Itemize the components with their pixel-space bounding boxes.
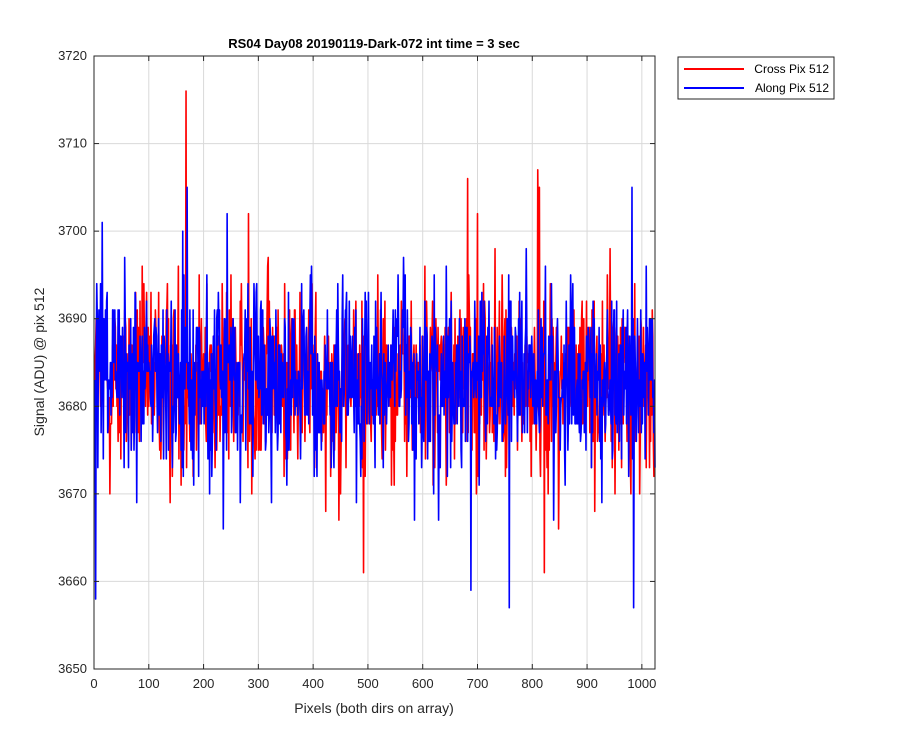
y-tick-label: 3680 xyxy=(58,398,87,413)
y-tick-label: 3720 xyxy=(58,48,87,63)
x-tick-label: 400 xyxy=(302,676,324,691)
series-line-along xyxy=(93,186,656,609)
y-axis-label: Signal (ADU) @ pix 512 xyxy=(31,287,47,436)
plot-area: 0 100 200 300 400 500 600 700 800 900 1000 3650 366… xyxy=(58,48,656,691)
y-tick-label: 3670 xyxy=(58,486,87,501)
chart-title: RS04 Day08 20190119-Dark-072 int time = … xyxy=(228,36,520,51)
x-tick-label: 600 xyxy=(412,676,434,691)
x-tick-label: 700 xyxy=(467,676,489,691)
x-tick-label: 900 xyxy=(576,676,598,691)
x-tick-label: 1000 xyxy=(627,676,656,691)
x-tick-label: 200 xyxy=(193,676,215,691)
y-tick-label: 3690 xyxy=(58,311,87,326)
y-tick-label: 3660 xyxy=(58,573,87,588)
legend-entry-cross: Cross Pix 512 xyxy=(754,62,829,76)
x-tick-label: 800 xyxy=(521,676,543,691)
legend-entry-along: Along Pix 512 xyxy=(755,81,829,95)
x-tick-label: 500 xyxy=(357,676,379,691)
plot-frame xyxy=(93,55,656,670)
series-layer xyxy=(93,90,656,609)
legend-box xyxy=(677,56,835,100)
x-axis-label: Pixels (both dirs on array) xyxy=(294,700,454,716)
x-axis: 0 100 200 300 400 500 600 700 800 900 1000 xyxy=(90,56,656,691)
x-tick-label: 0 xyxy=(90,676,97,691)
y-tick-label: 3700 xyxy=(58,223,87,238)
y-tick-label: 3710 xyxy=(58,136,87,151)
y-tick-label: 3650 xyxy=(58,661,87,676)
x-tick-label: 300 xyxy=(248,676,270,691)
y-axis: 3650 3660 3670 3680 3690 3700 3710 3720 xyxy=(58,48,655,676)
legend: Cross Pix 512 Along Pix 512 xyxy=(677,56,835,100)
x-tick-label: 100 xyxy=(138,676,160,691)
